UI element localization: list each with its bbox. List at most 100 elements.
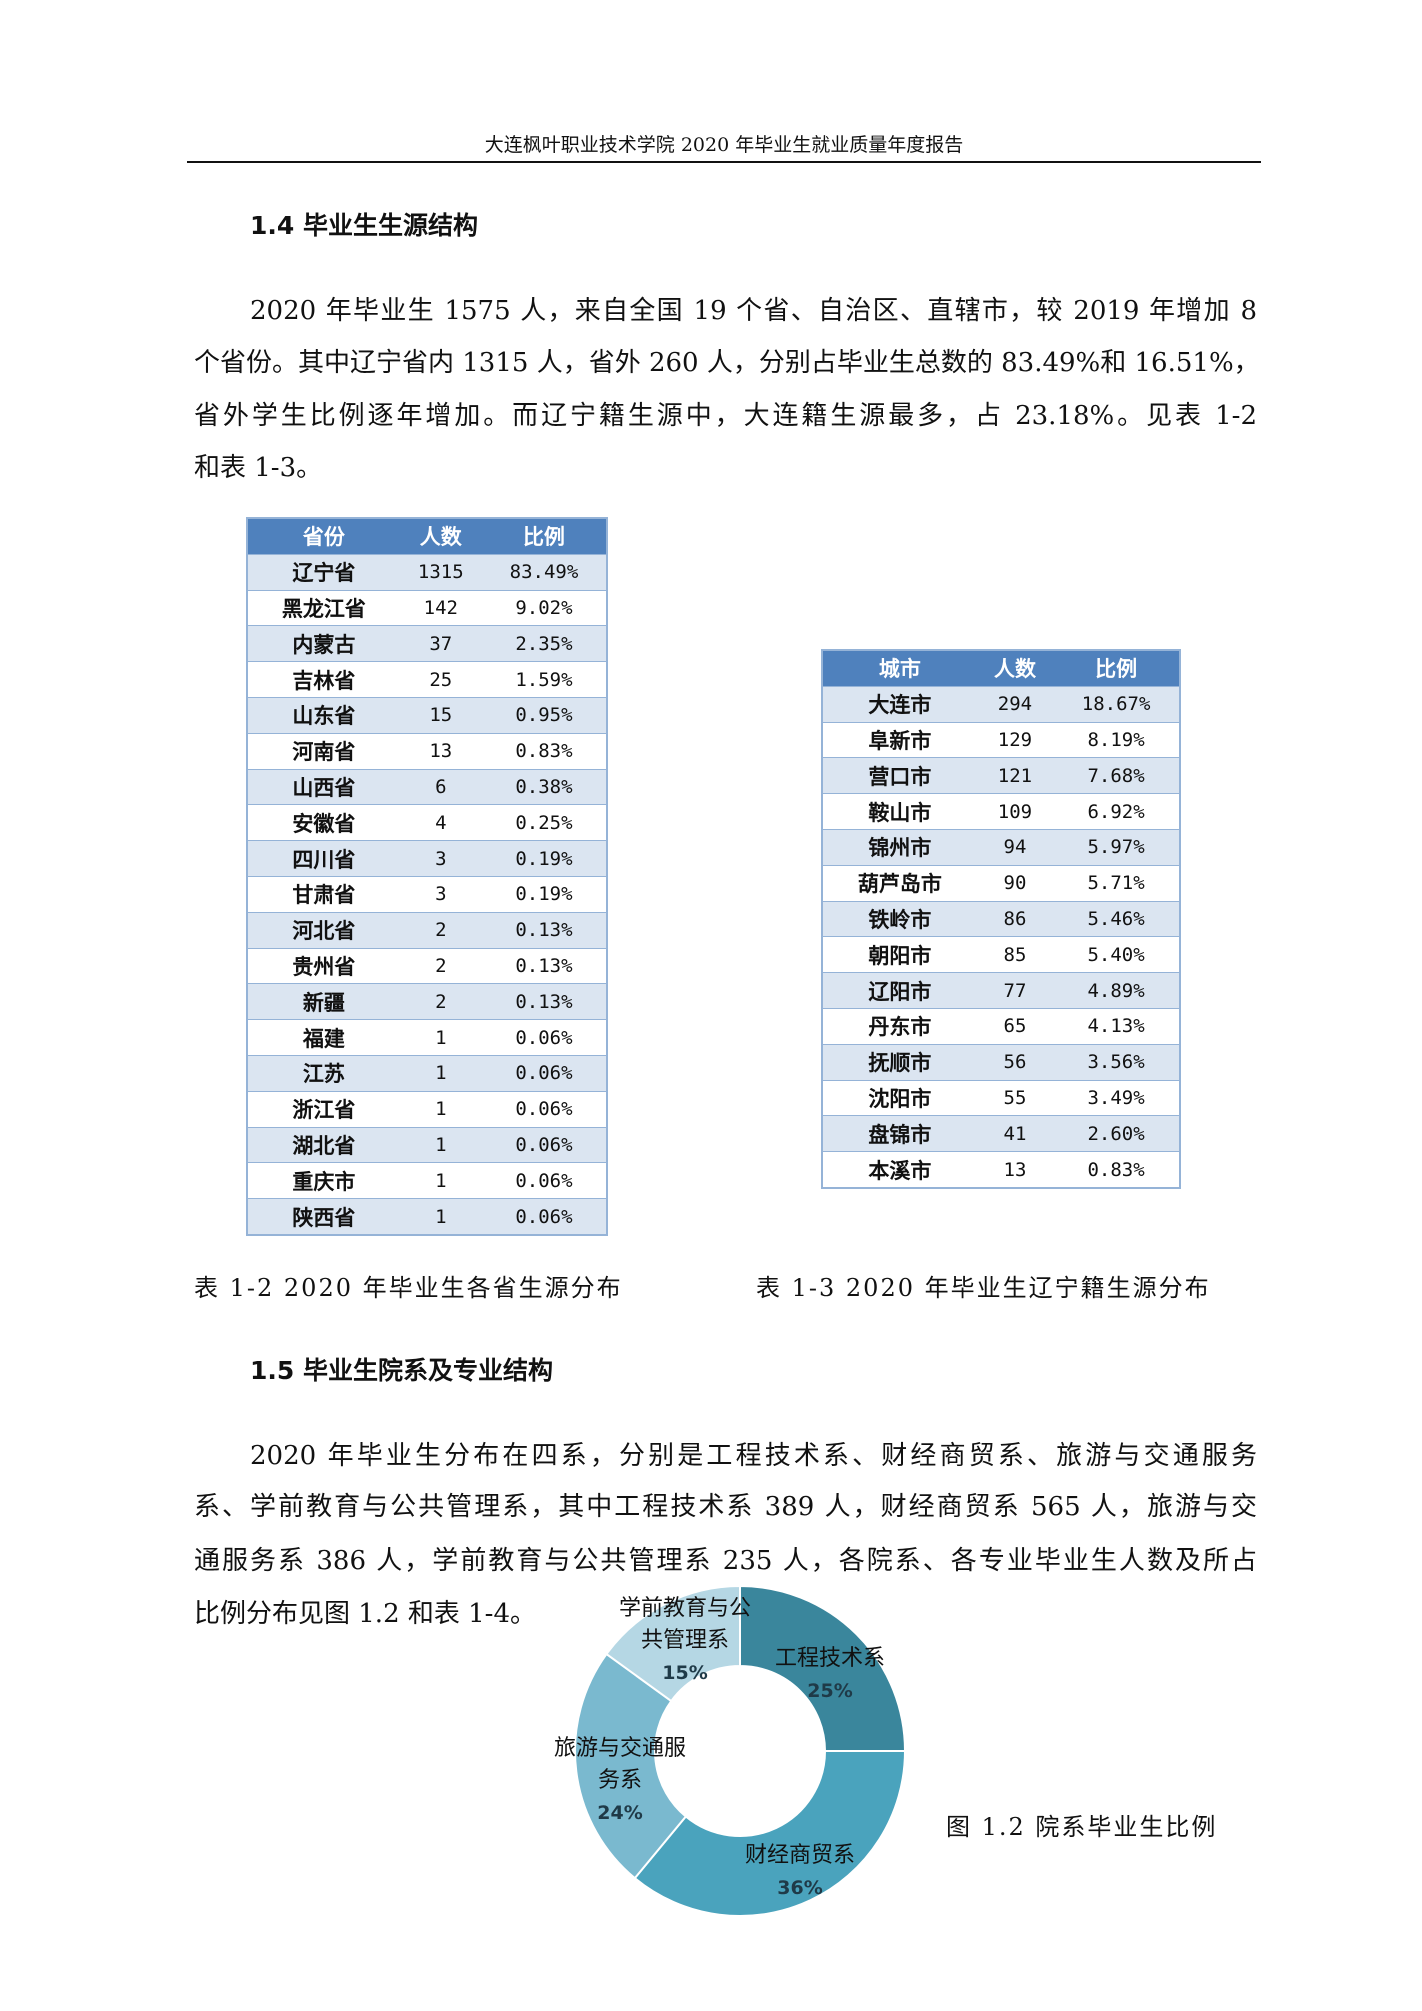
ratio-cell: 9.02% [481, 590, 607, 627]
count-cell: 55 [976, 1080, 1054, 1117]
name-cell: 辽宁省 [247, 554, 400, 591]
donut-slice [605, 1584, 741, 1703]
paragraph-line: 个省份。其中辽宁省内 1315 人，省外 260 人，分别占毕业生总数的 83.… [194, 348, 1260, 378]
name-cell: 盘锦市 [822, 1115, 977, 1153]
slice-label: 财经商贸系 [745, 1843, 855, 1868]
table-row: 陕西省 1 0.06% [247, 1198, 607, 1236]
column-header: 城市 [822, 650, 977, 687]
name-cell: 鞍山市 [822, 793, 977, 830]
ratio-cell: 5.71% [1053, 865, 1180, 902]
ratio-cell: 0.25% [481, 804, 607, 842]
name-cell: 朝阳市 [822, 936, 977, 974]
paragraph-line: 和表 1-3。 [194, 453, 323, 483]
slice-label: 学前教育与公 [619, 1596, 751, 1621]
name-cell: 营口市 [822, 757, 977, 795]
ratio-cell: 0.06% [481, 1127, 607, 1164]
name-cell: 江苏 [247, 1055, 400, 1092]
table-row: 江苏 1 0.06% [247, 1055, 607, 1092]
ratio-cell: 0.13% [481, 983, 607, 1021]
count-cell: 37 [399, 625, 482, 663]
table-row: 抚顺市 56 3.56% [822, 1044, 1180, 1081]
name-cell: 锦州市 [822, 829, 977, 866]
ratio-cell: 0.06% [481, 1019, 607, 1056]
table-row: 大连市 294 18.67% [822, 686, 1180, 723]
ratio-cell: 0.06% [481, 1198, 607, 1236]
count-cell: 3 [399, 876, 482, 913]
count-cell: 1315 [399, 554, 482, 591]
slice-percent-label: 15% [662, 1662, 707, 1684]
count-cell: 13 [399, 733, 482, 770]
count-cell: 2 [399, 912, 482, 949]
slice-label: 务系 [598, 1768, 642, 1793]
count-cell: 1 [399, 1055, 482, 1092]
table-row: 贵州省 2 0.13% [247, 948, 607, 985]
table-row: 葫芦岛市 90 5.71% [822, 865, 1180, 902]
count-cell: 1 [399, 1091, 482, 1128]
name-cell: 浙江省 [247, 1091, 400, 1128]
count-cell: 1 [399, 1127, 482, 1164]
table-row: 内蒙古 37 2.35% [247, 625, 607, 663]
count-cell: 2 [399, 948, 482, 985]
paragraph-line: 比例分布见图 1.2 和表 1-4。 [194, 1599, 537, 1629]
count-cell: 2 [399, 983, 482, 1021]
count-cell: 86 [976, 901, 1054, 938]
running-header: 大连枫叶职业技术学院 2020 年毕业生就业质量年度报告 [484, 134, 964, 156]
province-table: 省份 人数 比例 辽宁省 1315 83.49% 黑龙江省 142 9.02% 内蒙古 37 2.35… [246, 517, 608, 1236]
table-row: 安徽省 4 0.25% [247, 804, 607, 842]
ratio-cell: 83.49% [481, 554, 607, 591]
table-row: 新疆 2 0.13% [247, 983, 607, 1021]
ratio-cell: 0.83% [1053, 1151, 1180, 1189]
count-cell: 4 [399, 804, 482, 842]
ratio-cell: 0.19% [481, 876, 607, 913]
table-row: 辽宁省 1315 83.49% [247, 554, 607, 591]
donut-slice [633, 1750, 907, 1917]
name-cell: 丹东市 [822, 1008, 977, 1045]
table-row: 山东省 15 0.95% [247, 697, 607, 734]
count-cell: 56 [976, 1044, 1054, 1081]
table-row: 浙江省 1 0.06% [247, 1091, 607, 1128]
table-row: 辽阳市 77 4.89% [822, 972, 1180, 1009]
slice-label: 共管理系 [641, 1628, 729, 1653]
count-cell: 121 [976, 757, 1054, 795]
slice-label: 工程技术系 [775, 1646, 885, 1671]
table-row: 营口市 121 7.68% [822, 757, 1180, 795]
table-row: 山西省 6 0.38% [247, 769, 607, 806]
count-cell: 25 [399, 661, 482, 698]
name-cell: 辽阳市 [822, 972, 977, 1009]
table-row: 河南省 13 0.83% [247, 733, 607, 770]
count-cell: 94 [976, 829, 1054, 866]
count-cell: 294 [976, 686, 1054, 723]
table-row: 朝阳市 85 5.40% [822, 936, 1180, 974]
table-row: 重庆市 1 0.06% [247, 1162, 607, 1200]
ratio-cell: 0.38% [481, 769, 607, 806]
name-cell: 本溪市 [822, 1151, 977, 1189]
name-cell: 山东省 [247, 697, 400, 734]
ratio-cell: 5.97% [1053, 829, 1180, 866]
table-row: 阜新市 129 8.19% [822, 722, 1180, 759]
section-heading-1-5: 1.5 毕业生院系及专业结构 [250, 1356, 553, 1385]
name-cell: 铁岭市 [822, 901, 977, 938]
ratio-cell: 1.59% [481, 661, 607, 698]
city-table: 城市 人数 比例 大连市 294 18.67% 阜新市 129 8.19% 营口市 121 7.68%… [821, 649, 1181, 1189]
column-header: 人数 [399, 518, 482, 555]
count-cell: 1 [399, 1198, 482, 1236]
count-cell: 65 [976, 1008, 1054, 1045]
count-cell: 15 [399, 697, 482, 734]
ratio-cell: 8.19% [1053, 722, 1180, 759]
count-cell: 142 [399, 590, 482, 627]
ratio-cell: 2.60% [1053, 1115, 1180, 1153]
slice-percent-label: 25% [807, 1680, 852, 1702]
name-cell: 阜新市 [822, 722, 977, 759]
table-row: 沈阳市 55 3.49% [822, 1080, 1180, 1117]
name-cell: 湖北省 [247, 1127, 400, 1164]
ratio-cell: 6.92% [1053, 793, 1180, 830]
ratio-cell: 0.19% [481, 840, 607, 877]
name-cell: 河北省 [247, 912, 400, 949]
column-header: 比例 [481, 518, 607, 555]
section-heading-1-4: 1.4 毕业生生源结构 [250, 211, 478, 240]
name-cell: 陕西省 [247, 1198, 400, 1236]
name-cell: 黑龙江省 [247, 590, 400, 627]
table-row: 锦州市 94 5.97% [822, 829, 1180, 866]
paragraph-line: 通服务系 386 人，学前教育与公共管理系 235 人，各院系、各专业毕业生人数… [194, 1546, 1257, 1576]
